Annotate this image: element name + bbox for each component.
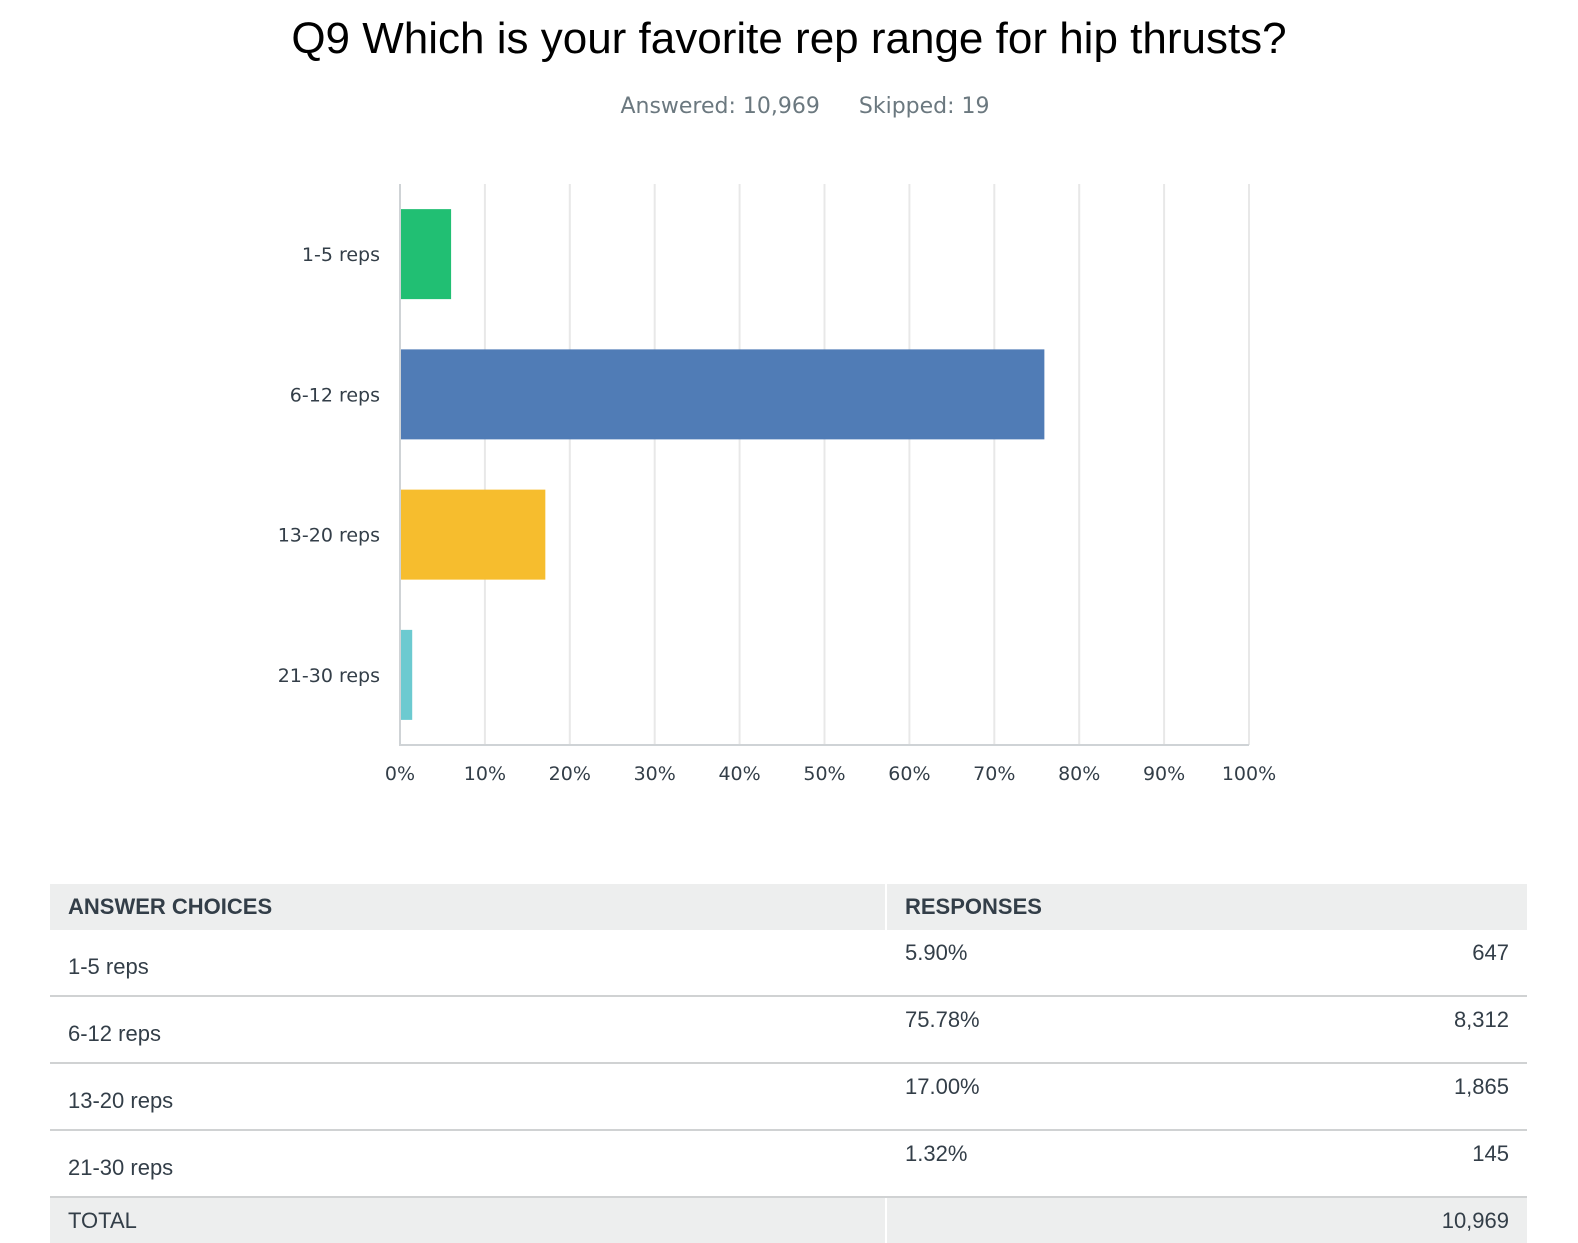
x-tick-label: 90% — [1143, 763, 1185, 785]
category-label: 21-30 reps — [278, 665, 380, 687]
bar — [401, 489, 546, 580]
answered-count: Answered: 10,969 — [620, 94, 820, 119]
x-tick-label: 10% — [464, 763, 506, 785]
category-label: 13-20 reps — [278, 525, 380, 547]
x-tick-label: 70% — [973, 763, 1015, 785]
row-percent: 17.00% — [885, 1063, 1206, 1131]
category-label: 6-12 reps — [290, 384, 380, 406]
x-tick-label: 50% — [803, 763, 845, 785]
table-row: 21-30 reps 1.32% 145 — [50, 1130, 1527, 1198]
row-percent: 1.32% — [885, 1130, 1206, 1198]
total-count: 10,969 — [1206, 1197, 1527, 1243]
row-count: 145 — [1206, 1130, 1527, 1198]
responses-header: RESPONSES — [885, 884, 1527, 930]
x-tick-label: 40% — [718, 763, 760, 785]
total-label: TOTAL — [50, 1197, 886, 1243]
row-choice: 13-20 reps — [50, 1063, 886, 1131]
row-choice: 6-12 reps — [50, 996, 886, 1064]
total-spacer — [885, 1197, 1206, 1243]
table-header-row: ANSWER CHOICES RESPONSES — [50, 884, 1527, 930]
x-tick-label: 0% — [385, 763, 415, 785]
x-tick-label: 80% — [1058, 763, 1100, 785]
x-tick-label: 30% — [634, 763, 676, 785]
response-stats: Answered: 10,969 Skipped: 19 — [0, 94, 1578, 119]
category-label: 1-5 reps — [302, 244, 380, 266]
row-percent: 75.78% — [885, 996, 1206, 1064]
row-count: 647 — [1206, 930, 1527, 997]
bar — [401, 629, 413, 720]
question-title: Q9 Which is your favorite rep range for … — [291, 14, 1287, 63]
bar — [401, 349, 1045, 440]
total-row: TOTAL 10,969 — [50, 1197, 1527, 1243]
x-tick-label: 20% — [549, 763, 591, 785]
x-tick-label: 100% — [1222, 763, 1276, 785]
responses-table: ANSWER CHOICES RESPONSES 1-5 reps 5.90% … — [50, 884, 1527, 1243]
table-row: 13-20 reps 17.00% 1,865 — [50, 1063, 1527, 1131]
table-row: 1-5 reps 5.90% 647 — [50, 930, 1527, 997]
row-choice: 1-5 reps — [50, 930, 886, 997]
row-count: 1,865 — [1206, 1063, 1527, 1131]
x-tick-label: 60% — [888, 763, 930, 785]
bar — [401, 209, 452, 300]
table-row: 6-12 reps 75.78% 8,312 — [50, 996, 1527, 1064]
answer-choices-header: ANSWER CHOICES — [50, 884, 886, 930]
bar-chart: 0% 10% 20% 30% 40% 50% 60% 70% 80% 90% 100% 1-5 rep… — [278, 184, 1276, 785]
row-percent: 5.90% — [885, 930, 1206, 997]
row-choice: 21-30 reps — [50, 1130, 886, 1198]
skipped-count: Skipped: 19 — [858, 94, 990, 119]
row-count: 8,312 — [1206, 996, 1527, 1064]
